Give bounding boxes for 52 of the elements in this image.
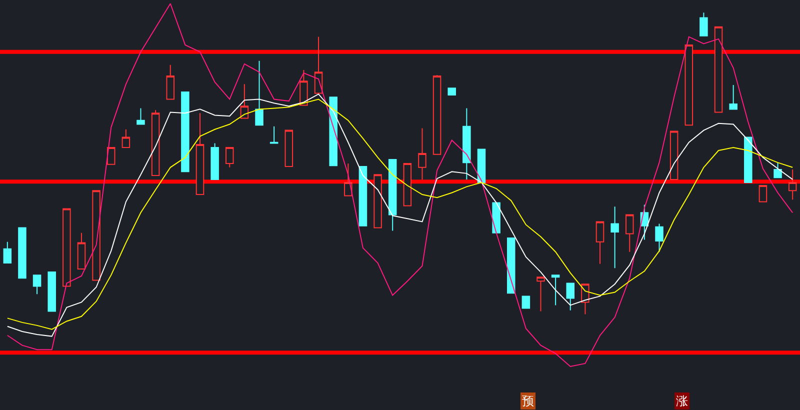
candlestick bbox=[48, 272, 56, 312]
candlestick bbox=[551, 274, 560, 306]
candlestick bbox=[758, 185, 768, 202]
candlestick bbox=[536, 276, 545, 312]
candlestick bbox=[18, 227, 26, 279]
candlestick bbox=[374, 174, 382, 228]
candlestick bbox=[3, 241, 12, 264]
candlestick bbox=[596, 221, 604, 264]
candlestick bbox=[181, 92, 190, 172]
candlestick bbox=[300, 69, 308, 106]
candlestick bbox=[492, 202, 500, 234]
candlestick bbox=[270, 126, 278, 144]
candlestick bbox=[432, 74, 442, 155]
candlestick bbox=[700, 12, 708, 36]
candlestick bbox=[403, 162, 412, 206]
candlestick bbox=[744, 136, 752, 183]
candlestick bbox=[522, 296, 530, 309]
candlestick bbox=[774, 162, 782, 178]
candlestick bbox=[329, 96, 338, 166]
candlestick bbox=[388, 159, 397, 232]
candlestick bbox=[77, 232, 86, 270]
candlestick bbox=[196, 112, 204, 196]
candlestick bbox=[655, 223, 664, 252]
candlestick bbox=[32, 274, 42, 295]
candlestick bbox=[670, 130, 678, 180]
candlestick bbox=[136, 108, 145, 125]
candlestick bbox=[284, 130, 294, 167]
candlestick bbox=[151, 110, 160, 176]
candlestick bbox=[62, 208, 71, 287]
candlestick bbox=[788, 169, 797, 200]
candlestick bbox=[448, 88, 456, 96]
candlestick bbox=[344, 162, 352, 196]
candlestick bbox=[610, 206, 619, 269]
candlestick bbox=[506, 237, 516, 294]
candlestick bbox=[566, 282, 574, 311]
candlestick bbox=[122, 128, 130, 148]
candlestick bbox=[714, 26, 723, 113]
text: 涨 bbox=[676, 394, 688, 408]
candlestick bbox=[92, 190, 100, 281]
candlestick bbox=[255, 60, 264, 126]
candlestick bbox=[626, 214, 634, 252]
candlestick bbox=[166, 64, 174, 100]
candlestick bbox=[729, 84, 738, 110]
candlestick bbox=[210, 142, 219, 180]
candlestick bbox=[684, 44, 694, 126]
candlestick bbox=[358, 166, 368, 226]
candlestick bbox=[418, 128, 426, 180]
candlestick bbox=[314, 36, 323, 94]
candlestick bbox=[462, 108, 471, 180]
candlestick bbox=[240, 84, 249, 119]
text: 预 bbox=[522, 394, 534, 408]
candlestick bbox=[226, 146, 234, 168]
